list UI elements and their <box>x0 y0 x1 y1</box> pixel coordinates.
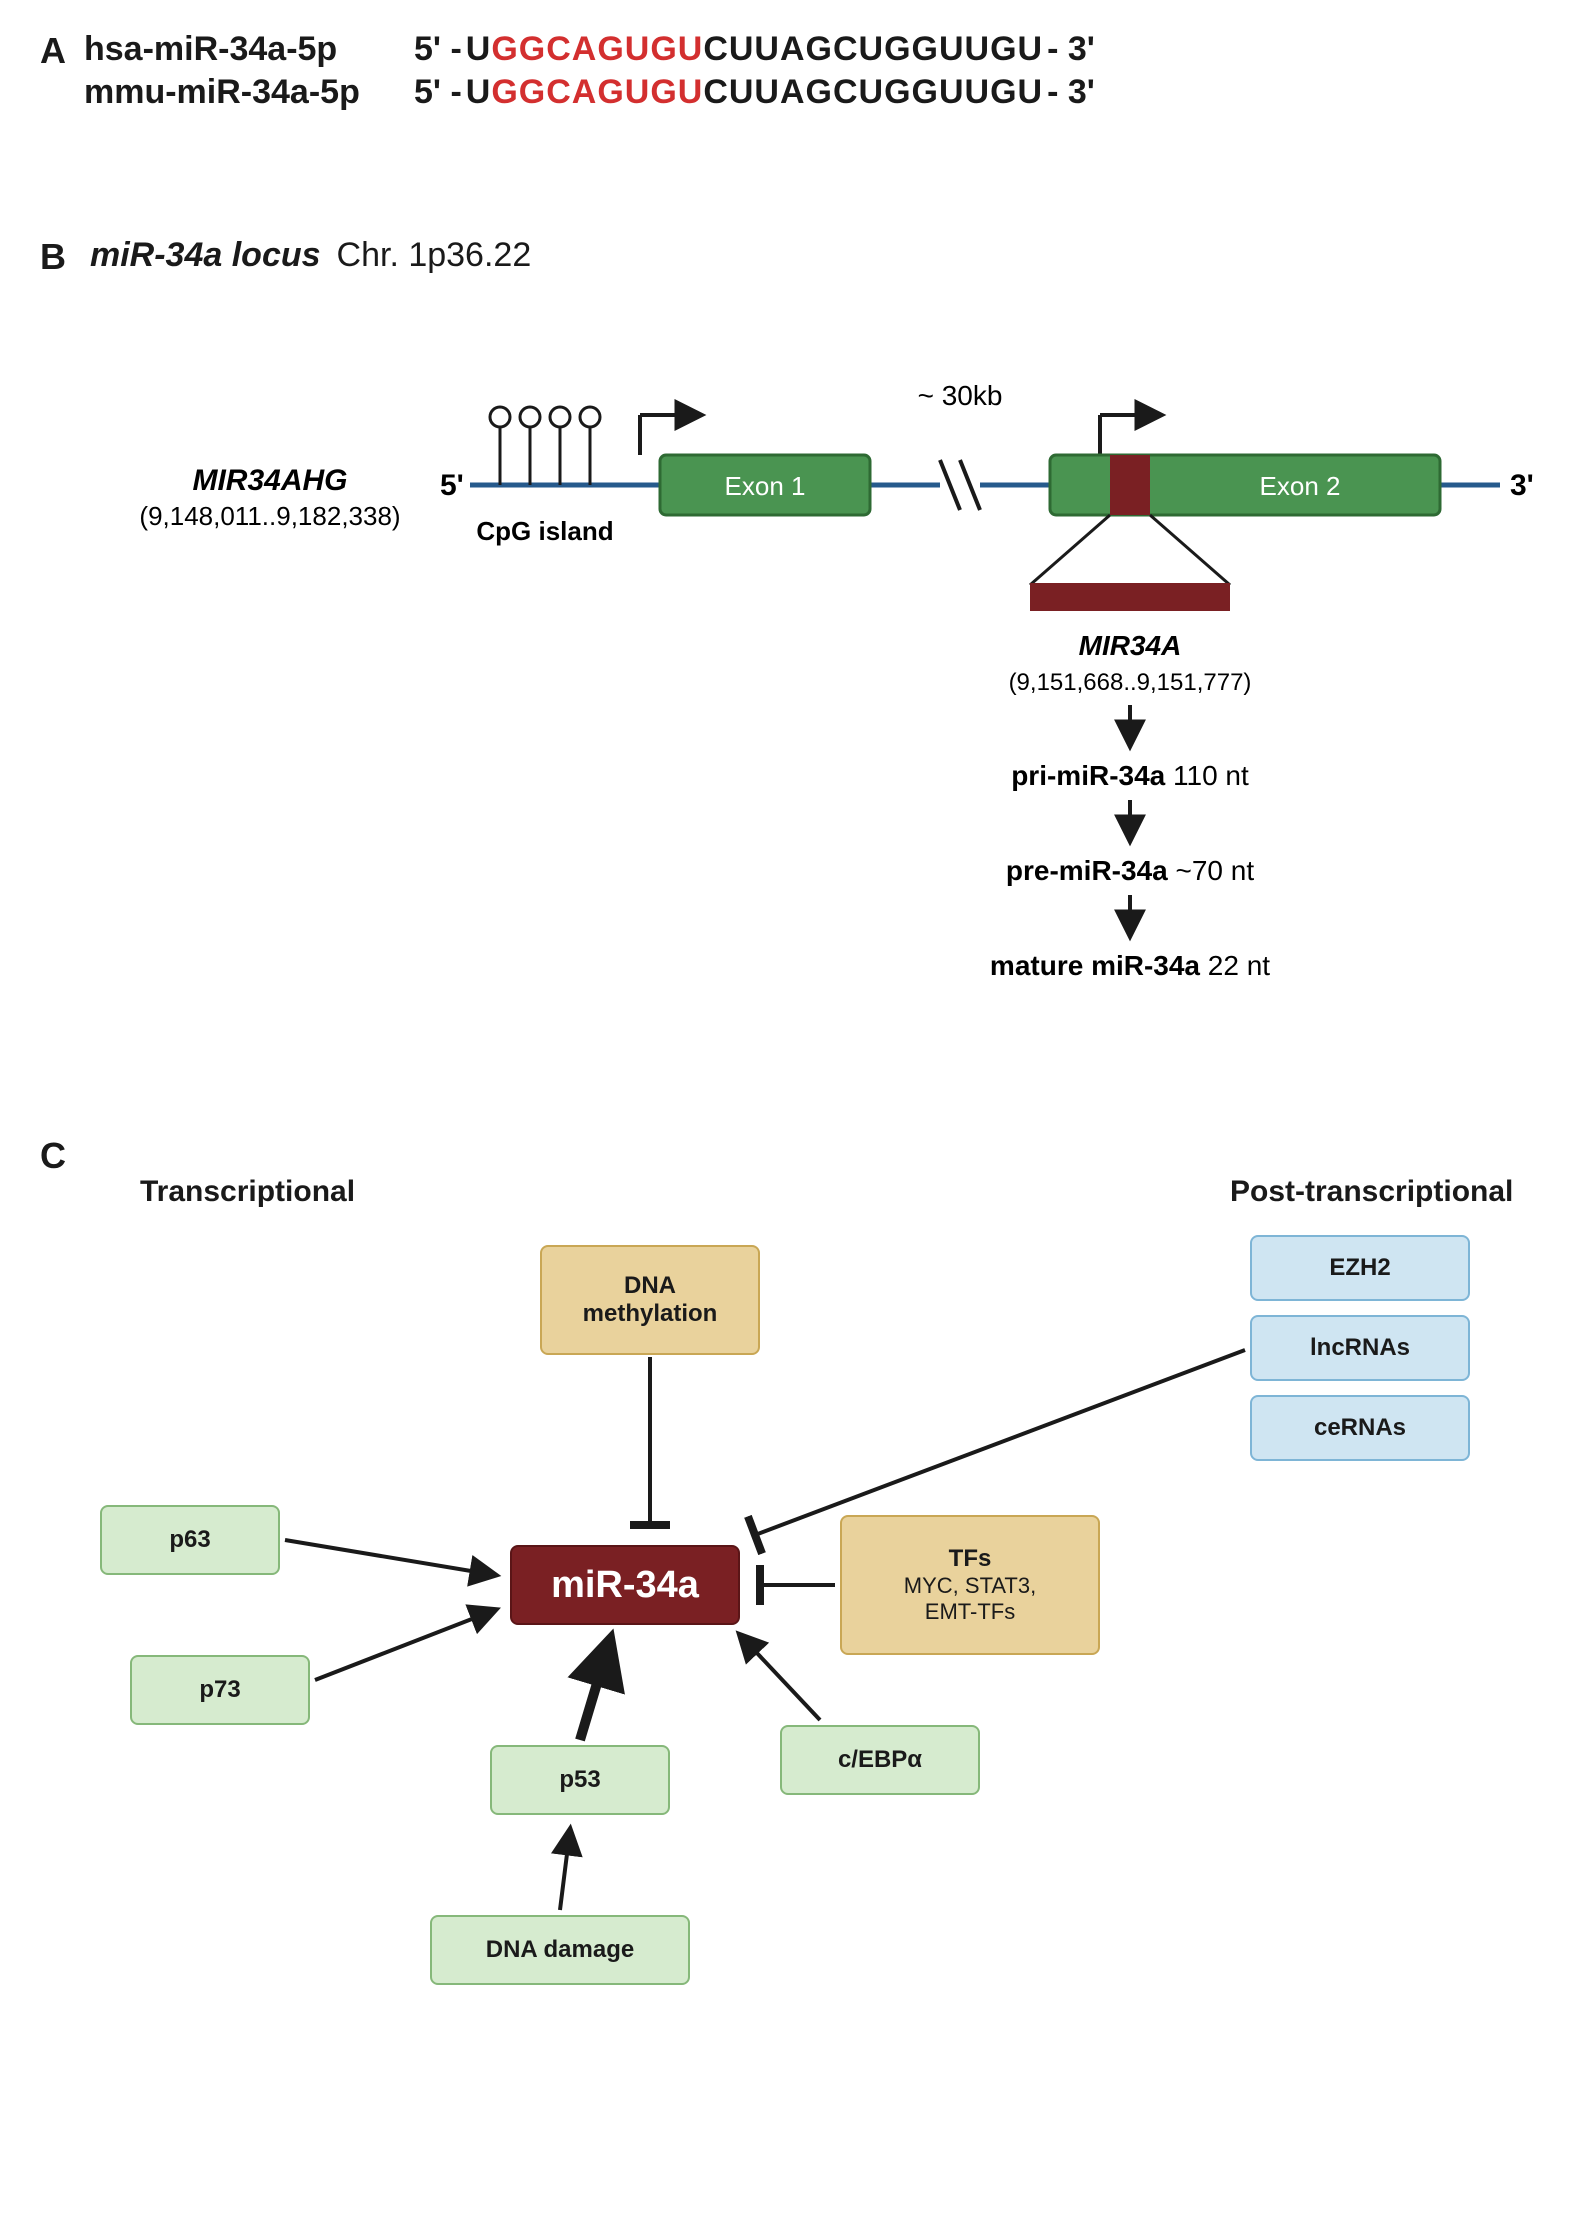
three-prime: 3' <box>1510 469 1534 502</box>
box-cernas: ceRNAs <box>1250 1395 1470 1461</box>
locus-label: miR-34a locus <box>90 236 321 275</box>
heading-transcriptional: Transcriptional <box>140 1175 355 1209</box>
seq-name-hsa: hsa-miR-34a-5p <box>84 30 414 69</box>
edge-dnadamage-p53 <box>560 1830 570 1910</box>
cascade-pri: pri-miR-34a 110 nt <box>1011 760 1249 791</box>
exon2-rect <box>1050 455 1440 515</box>
box-lncrnas: lncRNAs <box>1250 1315 1470 1381</box>
chromosome-label: Chr. 1p36.22 <box>337 236 532 275</box>
cascade-mature: mature miR-34a 22 nt <box>990 950 1270 981</box>
seq-prefix: 5' - <box>414 30 462 69</box>
box-tfs: TFs MYC, STAT3, EMT-TFs <box>840 1515 1100 1655</box>
pullout-line <box>1150 515 1230 585</box>
box-dna-damage: DNA damage <box>430 1915 690 1985</box>
heading-post-transcriptional: Post-transcriptional <box>1230 1175 1513 1209</box>
box-cebpa: c/EBPα <box>780 1725 980 1795</box>
seq-prefix: 5' - <box>414 73 462 112</box>
box-p63: p63 <box>100 1505 280 1575</box>
gene-svg: MIR34AHG (9,148,011..9,182,338) 5' 3' <box>40 325 1540 1025</box>
edge-p53-mir <box>580 1640 610 1740</box>
seq-row-mmu: mmu-miR-34a-5p 5' - UGGCAGUGUCUUAGCUGGUU… <box>84 73 1095 112</box>
seq-suffix: - 3' <box>1047 73 1095 112</box>
box-p53: p53 <box>490 1745 670 1815</box>
host-gene-name: MIR34AHG <box>192 464 347 497</box>
cpg-lollipops <box>490 407 600 485</box>
mir-pullout-rect <box>1030 583 1230 611</box>
panel-a-sequences: hsa-miR-34a-5p 5' - UGGCAGUGUCUUAGCUGGUU… <box>84 30 1095 116</box>
edge-cebpa-mir <box>740 1635 820 1720</box>
panel-b: B miR-34a locus Chr. 1p36.22 MIR34AHG (9… <box>40 236 1541 1025</box>
panel-c: C Transcriptional Post-transcriptional D… <box>40 1135 1541 2035</box>
exon1-text: Exon 1 <box>725 471 806 501</box>
cascade-pre: pre-miR-34a ~70 nt <box>1006 855 1254 886</box>
box-ezh2: EZH2 <box>1250 1235 1470 1301</box>
seq-row-hsa: hsa-miR-34a-5p 5' - UGGCAGUGUCUUAGCUGGUU… <box>84 30 1095 69</box>
seq-body: UGGCAGUGUCUUAGCUGGUUGU <box>466 30 1043 69</box>
gene-diagram: MIR34AHG (9,148,011..9,182,338) 5' 3' <box>40 325 1541 1025</box>
mir-in-exon <box>1110 455 1150 515</box>
pullout-line <box>1030 515 1110 585</box>
cpg-label: CpG island <box>476 516 613 546</box>
edge-p63-mir <box>285 1540 495 1575</box>
box-p73: p73 <box>130 1655 310 1725</box>
break-mark <box>940 460 960 510</box>
panel-a-label: A <box>40 30 66 72</box>
break-mark <box>960 460 980 510</box>
mir-gene-name: MIR34A <box>1079 630 1182 661</box>
tss-arrow-2 <box>1100 415 1160 455</box>
panel-c-label: C <box>40 1135 66 1177</box>
tfs-sub: MYC, STAT3, EMT-TFs <box>904 1573 1036 1625</box>
panel-a: A hsa-miR-34a-5p 5' - UGGCAGUGUCUUAGCUGG… <box>40 30 1541 116</box>
box-dna-methylation: DNA methylation <box>540 1245 760 1355</box>
seq-body: UGGCAGUGUCUUAGCUGGUUGU <box>466 73 1043 112</box>
seq-suffix: - 3' <box>1047 30 1095 69</box>
exon2-text: Exon 2 <box>1260 471 1341 501</box>
mir-gene-coords: (9,151,668..9,151,777) <box>1009 669 1252 696</box>
tss-arrow-1 <box>640 415 700 455</box>
seq-seed: GGCAGUGU <box>491 30 703 68</box>
seq-seed: GGCAGUGU <box>491 73 703 111</box>
panel-b-label: B <box>40 236 66 278</box>
seq-name-mmu: mmu-miR-34a-5p <box>84 73 414 112</box>
edge-lncrna-mir <box>755 1350 1245 1535</box>
intron-label: ~ 30kb <box>918 380 1003 411</box>
host-gene-coords: (9,148,011..9,182,338) <box>139 501 400 531</box>
tfs-title: TFs <box>949 1545 992 1573</box>
five-prime: 5' <box>440 469 464 502</box>
edge-p73-mir <box>315 1610 495 1680</box>
box-mir34a: miR-34a <box>510 1545 740 1625</box>
